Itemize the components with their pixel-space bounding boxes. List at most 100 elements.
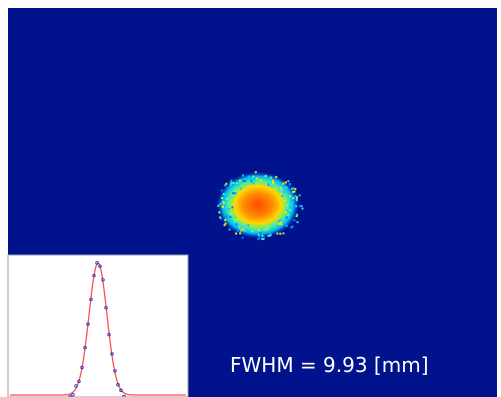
- speckle: [259, 232, 261, 234]
- speckle: [237, 230, 239, 232]
- speckle: [255, 171, 257, 173]
- speckle: [229, 203, 231, 205]
- speckle: [256, 177, 258, 179]
- speckle: [270, 177, 272, 179]
- speckle: [222, 201, 224, 203]
- speckle: [269, 234, 271, 236]
- speckle: [247, 224, 249, 226]
- speckle: [284, 200, 286, 202]
- speckle: [226, 215, 228, 217]
- speckle: [285, 181, 287, 183]
- speckle: [281, 195, 283, 197]
- speckle: [296, 214, 298, 216]
- speckle: [285, 211, 287, 213]
- speckle: [244, 230, 246, 232]
- speckle: [289, 207, 291, 209]
- speckle: [242, 237, 244, 239]
- speckle: [293, 191, 295, 193]
- speckle: [287, 180, 289, 182]
- speckle: [266, 228, 268, 230]
- speckle: [279, 233, 281, 235]
- speckle: [257, 238, 259, 240]
- speckle: [296, 199, 298, 201]
- speckle: [228, 208, 230, 210]
- speckle: [236, 218, 238, 220]
- speckle: [290, 201, 292, 203]
- speckle: [224, 219, 226, 221]
- speckle: [232, 192, 234, 194]
- speckle: [261, 238, 263, 240]
- speckle: [291, 196, 293, 198]
- speckle: [282, 232, 284, 234]
- speckle: [227, 216, 229, 218]
- speckle: [263, 228, 265, 230]
- speckle: [272, 182, 274, 184]
- speckle: [278, 220, 280, 222]
- speckle: [236, 223, 238, 225]
- speckle: [289, 195, 291, 197]
- speckle: [275, 176, 277, 178]
- speckle: [222, 206, 224, 208]
- speckle: [231, 206, 233, 208]
- speckle: [240, 188, 242, 190]
- speckle: [288, 217, 290, 219]
- speckle: [279, 189, 281, 191]
- fwhm-label: FWHM = 9.93 [mm]: [230, 353, 429, 377]
- speckle: [299, 205, 301, 207]
- speckle: [295, 205, 297, 207]
- speckle: [281, 193, 283, 195]
- speckle: [293, 197, 295, 199]
- speckle: [258, 229, 260, 231]
- speckle: [268, 235, 270, 237]
- speckle: [258, 236, 260, 238]
- speckle: [221, 197, 223, 199]
- speckle: [297, 221, 299, 223]
- speckle: [252, 182, 254, 184]
- speckle: [244, 225, 246, 227]
- speckle: [280, 187, 282, 189]
- beam-profile-view: FWHM = 9.93 [mm]: [0, 0, 501, 397]
- speckle: [253, 179, 255, 181]
- speckle: [250, 178, 252, 180]
- speckle: [223, 193, 225, 195]
- speckle: [237, 184, 239, 186]
- speckle: [289, 209, 291, 211]
- speckle: [235, 189, 237, 191]
- speckle: [294, 188, 296, 190]
- speckle: [268, 183, 270, 185]
- speckle: [239, 232, 241, 234]
- speckle: [219, 216, 221, 218]
- speckle: [263, 237, 265, 239]
- speckle: [238, 225, 240, 227]
- speckle: [230, 182, 232, 184]
- speckle: [233, 219, 235, 221]
- speckle: [235, 232, 237, 234]
- speckle: [259, 179, 261, 181]
- speckle: [292, 225, 294, 227]
- speckle: [236, 182, 238, 184]
- speckle: [227, 187, 229, 189]
- speckle: [261, 235, 263, 237]
- speckle: [285, 186, 287, 188]
- speckle: [230, 216, 232, 218]
- speckle: [251, 230, 253, 232]
- page: FWHM = 9.93 [mm] (() => { const data = J…: [0, 0, 501, 397]
- speckle: [301, 208, 303, 210]
- speckle: [239, 180, 241, 182]
- speckle: [217, 205, 219, 207]
- speckle: [243, 180, 245, 182]
- speckle: [258, 234, 260, 236]
- speckle: [218, 211, 220, 213]
- inset-plot: [8, 255, 188, 397]
- speckle: [280, 219, 282, 221]
- speckle: [229, 229, 231, 231]
- speckle: [224, 224, 226, 226]
- speckle: [286, 204, 288, 206]
- speckle: [248, 176, 250, 178]
- speckle: [265, 175, 267, 177]
- speckle: [286, 216, 288, 218]
- speckle: [294, 195, 296, 197]
- speckle: [282, 191, 284, 193]
- speckle: [242, 228, 244, 230]
- speckle: [276, 233, 278, 235]
